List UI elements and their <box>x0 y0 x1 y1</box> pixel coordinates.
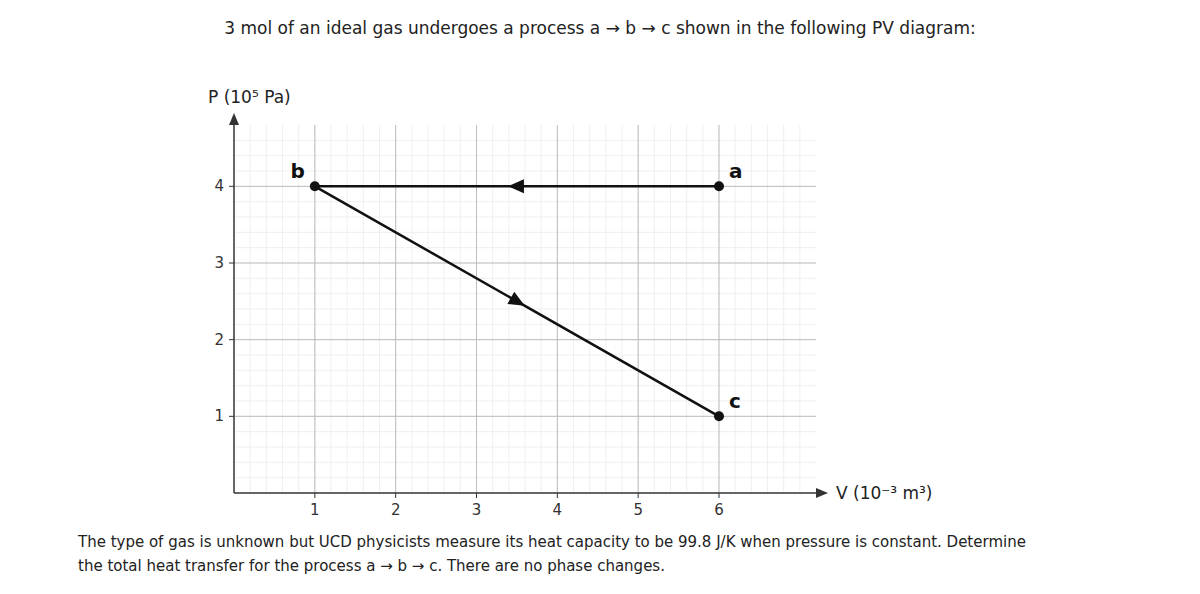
tick-label: 1 <box>214 407 224 425</box>
minor-grid-line <box>395 125 396 493</box>
grid-line <box>476 125 477 493</box>
minor-grid-line <box>234 263 816 264</box>
tick <box>395 493 396 498</box>
minor-grid-line <box>234 416 816 417</box>
minor-grid-line <box>234 232 816 233</box>
grid <box>234 125 816 493</box>
tick-label: 5 <box>633 501 643 519</box>
grid-line <box>314 125 315 493</box>
minor-grid-line <box>234 247 816 248</box>
minor-grid-line <box>234 370 816 371</box>
minor-grid-line <box>476 125 477 493</box>
minor-grid-line <box>234 324 816 325</box>
x-axis-label: V (10⁻³ m³) <box>836 483 933 503</box>
state-point <box>714 411 724 421</box>
minor-grid-line <box>234 201 816 202</box>
tick <box>719 493 720 498</box>
tick-label: 2 <box>214 331 224 349</box>
y-axis-line <box>233 125 235 493</box>
grid-line <box>557 125 558 493</box>
axes: 1 2 3 4 5 6 1 2 3 4 <box>214 113 828 519</box>
point-label: a <box>729 159 743 183</box>
point-labels: a b c <box>291 159 743 413</box>
grid-line <box>234 416 816 417</box>
direction-arrow <box>507 292 524 306</box>
minor-grid-line <box>234 278 816 279</box>
minor-grid-line <box>719 125 720 493</box>
minor-grid-line <box>234 477 816 478</box>
grid-line <box>638 125 639 493</box>
process-line <box>315 186 719 416</box>
caption: the total heat transfer for the process … <box>78 557 665 575</box>
minor-grid-line <box>234 155 816 156</box>
y-axis-label: P (10⁵ Pa) <box>208 87 291 107</box>
minor-grid-line <box>234 447 816 448</box>
minor-grid-line <box>638 125 639 493</box>
tick <box>638 493 639 498</box>
tick <box>229 263 234 264</box>
tick-label: 1 <box>310 501 320 519</box>
minor-grid-line <box>557 125 558 493</box>
x-axis-line <box>234 492 816 494</box>
minor-grid-line <box>234 385 816 386</box>
state-point <box>310 181 320 191</box>
tick-label: 4 <box>214 177 224 195</box>
tick-label: 3 <box>472 501 482 519</box>
tick <box>229 186 234 187</box>
minor-grid-line <box>234 293 816 294</box>
tick-label: 6 <box>714 501 724 519</box>
minor-grid-line <box>234 462 816 463</box>
grid-line <box>234 263 816 264</box>
tick <box>229 339 234 340</box>
title: 3 mol of an ideal gas undergoes a proces… <box>224 18 976 38</box>
point-label: c <box>729 389 741 413</box>
grid-line <box>234 339 816 340</box>
tick <box>476 493 477 498</box>
grid-line <box>395 125 396 493</box>
tick <box>557 493 558 498</box>
point-label: b <box>291 159 305 183</box>
minor-grid-line <box>234 140 816 141</box>
direction-arrow <box>508 179 524 193</box>
minor-grid-line <box>234 355 816 356</box>
y-axis-arrow <box>229 113 239 125</box>
tick-label: 2 <box>391 501 401 519</box>
minor-grid-line <box>234 431 816 432</box>
tick-label: 4 <box>553 501 563 519</box>
grid-line <box>719 125 720 493</box>
tick <box>314 493 315 498</box>
state-point <box>714 181 724 191</box>
caption: The type of gas is unknown but UCD physi… <box>77 533 1026 551</box>
minor-grid-line <box>314 125 315 493</box>
chart: 3 mol of an ideal gas undergoes a proces… <box>0 0 1200 594</box>
tick <box>229 416 234 417</box>
plot-area <box>310 179 724 421</box>
x-axis-arrow <box>816 488 828 498</box>
minor-grid-line <box>234 217 816 218</box>
tick-label: 3 <box>214 254 224 272</box>
minor-grid-line <box>234 309 816 310</box>
minor-grid-line <box>234 339 816 340</box>
